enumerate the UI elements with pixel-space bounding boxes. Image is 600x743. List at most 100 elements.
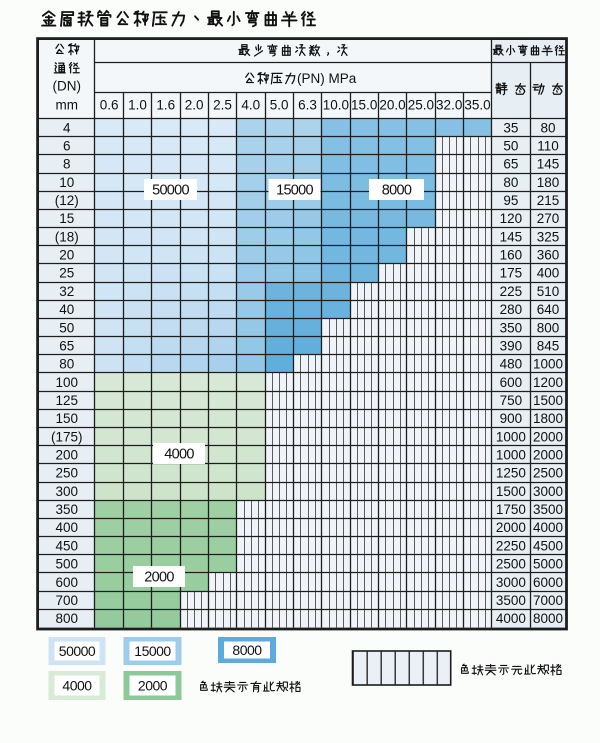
svg-text:3500: 3500 [496,593,526,608]
svg-text:110: 110 [537,139,559,154]
svg-text:250: 250 [56,466,79,481]
svg-text:180: 180 [537,175,560,190]
svg-text:160: 160 [500,248,523,263]
svg-text:25.0: 25.0 [408,98,434,113]
svg-text:450: 450 [56,538,79,553]
svg-text:6000: 6000 [533,575,563,590]
svg-text:215: 215 [537,193,560,208]
svg-text:750: 750 [500,393,523,408]
svg-text:1500: 1500 [496,484,526,499]
svg-text:80: 80 [503,175,518,190]
svg-text:8000: 8000 [232,642,262,658]
svg-text:50: 50 [503,139,518,154]
svg-text:5000: 5000 [533,557,563,572]
svg-text:1000: 1000 [496,429,526,444]
svg-text:175: 175 [500,266,523,281]
svg-text:1800: 1800 [533,411,563,426]
svg-text:145: 145 [537,157,560,172]
svg-text:325: 325 [537,229,560,244]
svg-text:800: 800 [537,320,560,335]
svg-text:15.0: 15.0 [351,98,377,113]
svg-text:640: 640 [537,302,560,317]
svg-text:(PN) MPa: (PN) MPa [297,71,357,86]
svg-text:100: 100 [56,375,79,390]
svg-text:150: 150 [56,411,79,426]
svg-text:10.0: 10.0 [323,98,349,113]
svg-text:6: 6 [63,139,71,154]
svg-text:145: 145 [500,229,523,244]
svg-text:1200: 1200 [533,375,563,390]
svg-text:510: 510 [537,284,560,299]
svg-text:350: 350 [56,502,79,517]
svg-text:270: 270 [537,211,560,226]
svg-text:600: 600 [56,575,79,590]
svg-text:800: 800 [56,611,79,626]
svg-text:1.6: 1.6 [156,98,175,113]
svg-text:20: 20 [59,248,74,263]
svg-text:2.0: 2.0 [185,98,204,113]
svg-text:5.0: 5.0 [270,98,289,113]
svg-text:360: 360 [537,248,560,263]
svg-text:8: 8 [63,157,71,172]
svg-text:35: 35 [503,120,518,135]
svg-text:(DN): (DN) [53,79,82,94]
svg-text:8000: 8000 [382,183,412,199]
svg-text:2000: 2000 [533,429,563,444]
svg-text:1000: 1000 [496,448,526,463]
svg-text:900: 900 [500,411,523,426]
svg-text:80: 80 [59,357,74,372]
svg-text:700: 700 [56,593,79,608]
svg-text:225: 225 [500,284,523,299]
svg-text:1250: 1250 [496,466,526,481]
svg-text:2500: 2500 [496,557,526,572]
svg-text:350: 350 [500,320,523,335]
svg-text:4: 4 [63,120,71,135]
svg-text:1.0: 1.0 [128,98,147,113]
svg-text:120: 120 [500,211,523,226]
svg-text:2500: 2500 [533,466,563,481]
svg-text:6.3: 6.3 [298,98,317,113]
svg-text:20.0: 20.0 [379,98,405,113]
svg-text:845: 845 [537,338,560,353]
svg-text:50000: 50000 [59,643,96,659]
svg-text:500: 500 [56,557,79,572]
svg-text:300: 300 [56,484,79,499]
svg-text:50: 50 [59,320,74,335]
svg-text:15: 15 [59,211,74,226]
svg-text:35.0: 35.0 [464,98,490,113]
svg-text:80: 80 [540,120,555,135]
svg-text:2000: 2000 [138,678,168,694]
svg-text:390: 390 [500,338,523,353]
svg-text:2250: 2250 [496,538,526,553]
svg-text:65: 65 [59,338,74,353]
svg-text:15000: 15000 [276,183,313,199]
svg-text:40: 40 [59,302,74,317]
svg-text:2000: 2000 [533,448,563,463]
svg-text:3000: 3000 [533,484,563,499]
svg-text:2.5: 2.5 [213,98,232,113]
svg-text:4000: 4000 [496,611,526,626]
svg-text:mm: mm [56,98,79,113]
svg-text:7000: 7000 [533,593,563,608]
svg-text:400: 400 [537,266,560,281]
svg-text:1500: 1500 [533,393,563,408]
svg-text:(18): (18) [55,229,79,244]
svg-text:200: 200 [56,448,79,463]
svg-text:2000: 2000 [496,520,526,535]
svg-text:2000: 2000 [144,570,174,586]
svg-text:600: 600 [500,375,523,390]
svg-text:4500: 4500 [533,538,563,553]
svg-text:0.6: 0.6 [100,98,119,113]
svg-text:3000: 3000 [496,575,526,590]
svg-text:50000: 50000 [152,183,189,199]
svg-text:10: 10 [59,175,74,190]
svg-text:(12): (12) [55,193,79,208]
svg-text:8000: 8000 [533,611,563,626]
svg-text:95: 95 [503,193,518,208]
svg-text:280: 280 [500,302,523,317]
svg-text:400: 400 [56,520,79,535]
svg-text:4000: 4000 [533,520,563,535]
svg-text:25: 25 [59,266,74,281]
svg-text:4000: 4000 [164,447,194,463]
svg-text:4000: 4000 [62,678,92,694]
